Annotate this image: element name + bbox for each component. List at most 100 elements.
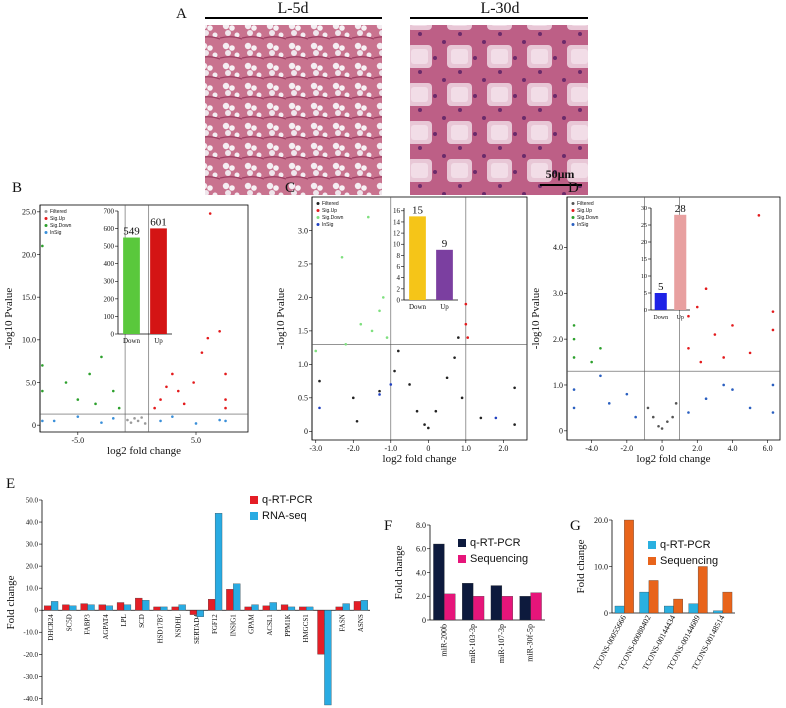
bar [335,606,343,611]
y-tick-label: 20.0 [26,563,39,571]
y-tick-label: 400 [104,260,115,268]
x-tick-label: ACSL1 [266,614,274,636]
y-tick-label: 2.5 [298,260,308,269]
panel-label: D [568,180,579,196]
point [695,305,699,309]
point [143,422,147,425]
legend-swatch [648,541,656,549]
y-tick-label: 4.0 [553,243,563,252]
y-axis-label: -log10 Pvalue [3,288,15,350]
x-tick-label: Up [440,303,449,311]
point [771,411,775,414]
point [111,389,115,393]
bar [150,228,167,334]
legend-swatch [316,202,320,205]
x-tick-label: 2.0 [692,444,702,453]
x-tick-label: DHCR24 [47,614,55,641]
x-tick-label: ASNS [357,614,365,632]
histology-image [205,25,382,195]
y-tick-label: 15 [641,257,647,263]
image-label: L-5d [277,0,308,17]
bar [50,601,59,611]
y-tick-label: 700 [104,207,115,215]
x-tick-label: INSIG1 [229,614,237,637]
point [129,421,133,424]
point [657,424,660,428]
legend-swatch [44,210,48,213]
value-label: 601 [150,216,167,228]
legend-swatch [458,539,466,547]
point [224,406,227,410]
point [159,419,162,423]
point [415,409,419,413]
x-tick-label: PPM1K [284,614,292,637]
legend-swatch [571,209,575,212]
bar [226,589,234,611]
bar [105,605,113,611]
x-tick-label: GPAM [248,613,256,633]
y-tick-label: 8.0 [416,521,426,530]
legend-label: Sig.Up [50,216,65,222]
point [748,351,752,355]
point [651,415,655,419]
bar [673,598,683,614]
point [464,302,468,306]
point [117,406,121,410]
point [378,389,381,393]
y-tick-label: 10.0 [26,585,39,593]
bar [409,216,426,300]
point [381,296,385,299]
histology-image [410,25,588,195]
point [704,397,708,401]
bar [360,600,368,611]
point [94,402,97,406]
bar [116,602,125,611]
point [366,215,370,219]
point [206,336,210,340]
bar [501,596,513,621]
point [159,398,162,401]
x-tick-label: FASN [339,614,347,631]
point [393,369,396,373]
bar [44,605,52,611]
y-tick-label: 10 [393,241,401,249]
panel-label: A [176,6,187,22]
bar [697,566,708,614]
bar [62,604,70,611]
y-tick-label: 20.0 [22,250,36,259]
bar [98,604,106,611]
point [153,406,156,410]
x-tick-label: -1.0 [384,444,397,453]
bar [674,214,687,310]
x-tick-label: miR-107-3p [497,624,506,663]
x-tick-label: miR-200b [439,624,448,656]
point [344,342,348,346]
x-tick-label: miR-103-3p [468,624,477,663]
legend-label: q-RT-PCR [262,494,313,506]
y-tick-label: 30 [641,206,647,212]
legend-swatch [571,223,575,226]
point [314,349,318,353]
y-tick-label: 25 [641,223,647,229]
legend-label: Sig.Down [322,215,344,221]
bar [135,597,143,611]
x-tick-label: HMGCS1 [302,614,310,643]
x-tick-label: -5.0 [71,436,84,445]
panel-label: G [570,518,581,534]
point [572,406,576,410]
bar [462,583,474,621]
panel-label: E [6,476,15,492]
point [408,383,411,386]
point [126,418,129,422]
y-tick-label: 12 [393,230,401,238]
x-tick-label: -2.0 [347,444,360,453]
point [607,402,611,405]
point [427,426,430,430]
y-tick-label: 0 [422,616,426,625]
y-tick-label: 6.0 [416,545,426,554]
x-tick-label: 4.0 [727,444,737,453]
y-tick-label: -10.0 [23,629,38,637]
y-tick-label: 3.0 [298,226,308,235]
bar [648,580,659,614]
x-tick-label: 1.0 [461,444,471,453]
